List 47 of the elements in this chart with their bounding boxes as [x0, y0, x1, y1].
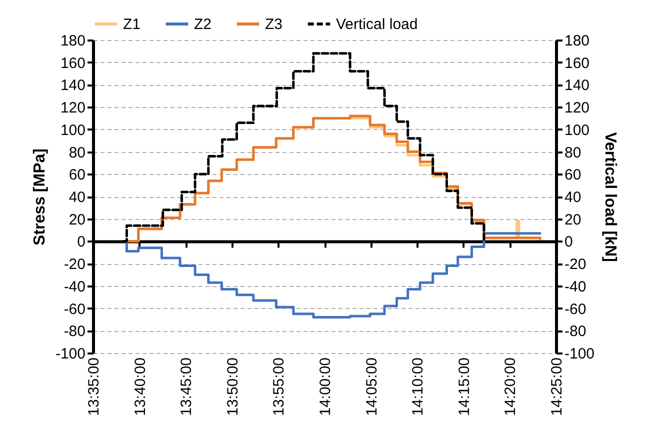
x-tick-label: 14:25:00 — [548, 358, 566, 416]
y-tick-label: -100 — [55, 346, 86, 362]
x-tick-label: 14:05:00 — [363, 358, 380, 416]
y-tick-label: 140 — [60, 77, 86, 94]
y-axis-title: Stress [MPa] — [31, 148, 48, 246]
y2-tick-label: -100 — [564, 346, 595, 362]
x-tick-label: 13:35:00 — [86, 358, 102, 416]
y2-tick-label: -60 — [564, 300, 586, 318]
y2-axis-title: Vertical load [kN] — [602, 132, 619, 262]
y2-tick-label: 0 — [564, 234, 573, 251]
y2-tick-label: -20 — [564, 256, 586, 274]
x-tick-label: 13:45:00 — [178, 358, 196, 416]
x-tick-label: 13:50:00 — [224, 358, 242, 416]
y2-tick-label: 60 — [564, 166, 582, 184]
y-tick-label: 180 — [60, 32, 86, 50]
y-tick-label: 120 — [60, 100, 86, 117]
legend-label: Z1 — [123, 16, 141, 33]
x-tick-label: 13:40:00 — [132, 358, 149, 416]
legend-label: Z2 — [194, 16, 212, 33]
y-tick-label: 160 — [60, 54, 86, 72]
y-tick-label: -80 — [64, 323, 86, 340]
y2-tick-label: -80 — [564, 323, 586, 340]
x-tick-label: 14:20:00 — [502, 358, 520, 416]
y-tick-label: 0 — [77, 234, 86, 251]
y-tick-label: 20 — [68, 211, 86, 228]
y2-tick-label: 20 — [564, 211, 582, 228]
x-tick-label: 13:55:00 — [270, 358, 288, 416]
y2-tick-label: 180 — [564, 32, 590, 50]
y2-tick-label: 140 — [564, 77, 590, 94]
y-tick-label: 80 — [68, 144, 86, 162]
y2-tick-label: -40 — [564, 278, 586, 296]
y-tick-label: 60 — [68, 166, 86, 184]
x-tick-label: 14:10:00 — [410, 358, 427, 416]
y-tick-label: -20 — [64, 256, 86, 274]
x-tick-label: 14:00:00 — [317, 358, 334, 416]
y-tick-label: 40 — [68, 189, 86, 206]
y2-tick-label: 160 — [564, 54, 590, 72]
y-tick-label: -60 — [64, 300, 86, 318]
legend-label: Z3 — [265, 16, 283, 33]
y2-tick-label: 120 — [564, 100, 590, 117]
y-tick-label: 100 — [60, 122, 86, 139]
y2-tick-label: 40 — [564, 189, 582, 206]
y-tick-label: -40 — [64, 278, 86, 296]
x-tick-label: 14:15:00 — [456, 358, 473, 416]
legend-label: Vertical load — [336, 16, 418, 33]
y2-tick-label: 100 — [564, 122, 590, 139]
y2-tick-label: 80 — [564, 144, 582, 162]
